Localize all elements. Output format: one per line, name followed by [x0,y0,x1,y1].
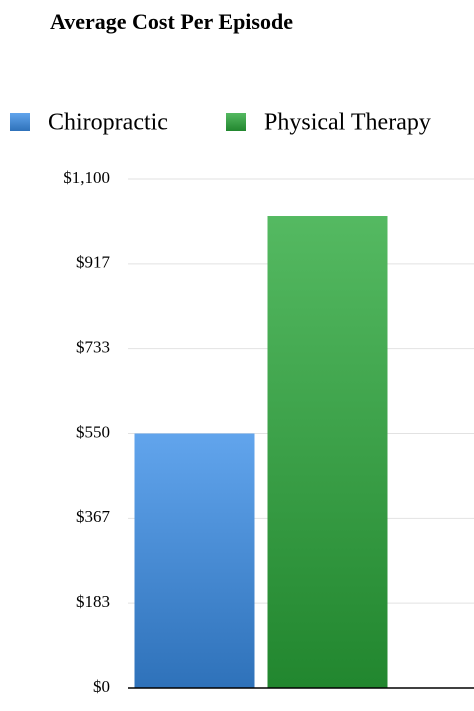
bar-shade [267,216,388,688]
y-tick-label: $733 [76,338,110,357]
y-tick-label: $550 [76,422,110,441]
y-tick-label: $1,100 [63,168,110,187]
y-tick-label: $917 [76,253,111,272]
chart-title: Average Cost Per Episode [50,9,293,34]
y-tick-label: $0 [93,677,110,696]
legend-swatch-shade [10,113,30,131]
y-tick-label: $367 [76,507,111,526]
legend-label: Physical Therapy [264,110,431,136]
legend-label: Chiropractic [48,110,168,136]
bar-shade [134,433,255,688]
legend-swatch-shade [226,113,246,131]
y-tick-label: $183 [76,592,110,611]
